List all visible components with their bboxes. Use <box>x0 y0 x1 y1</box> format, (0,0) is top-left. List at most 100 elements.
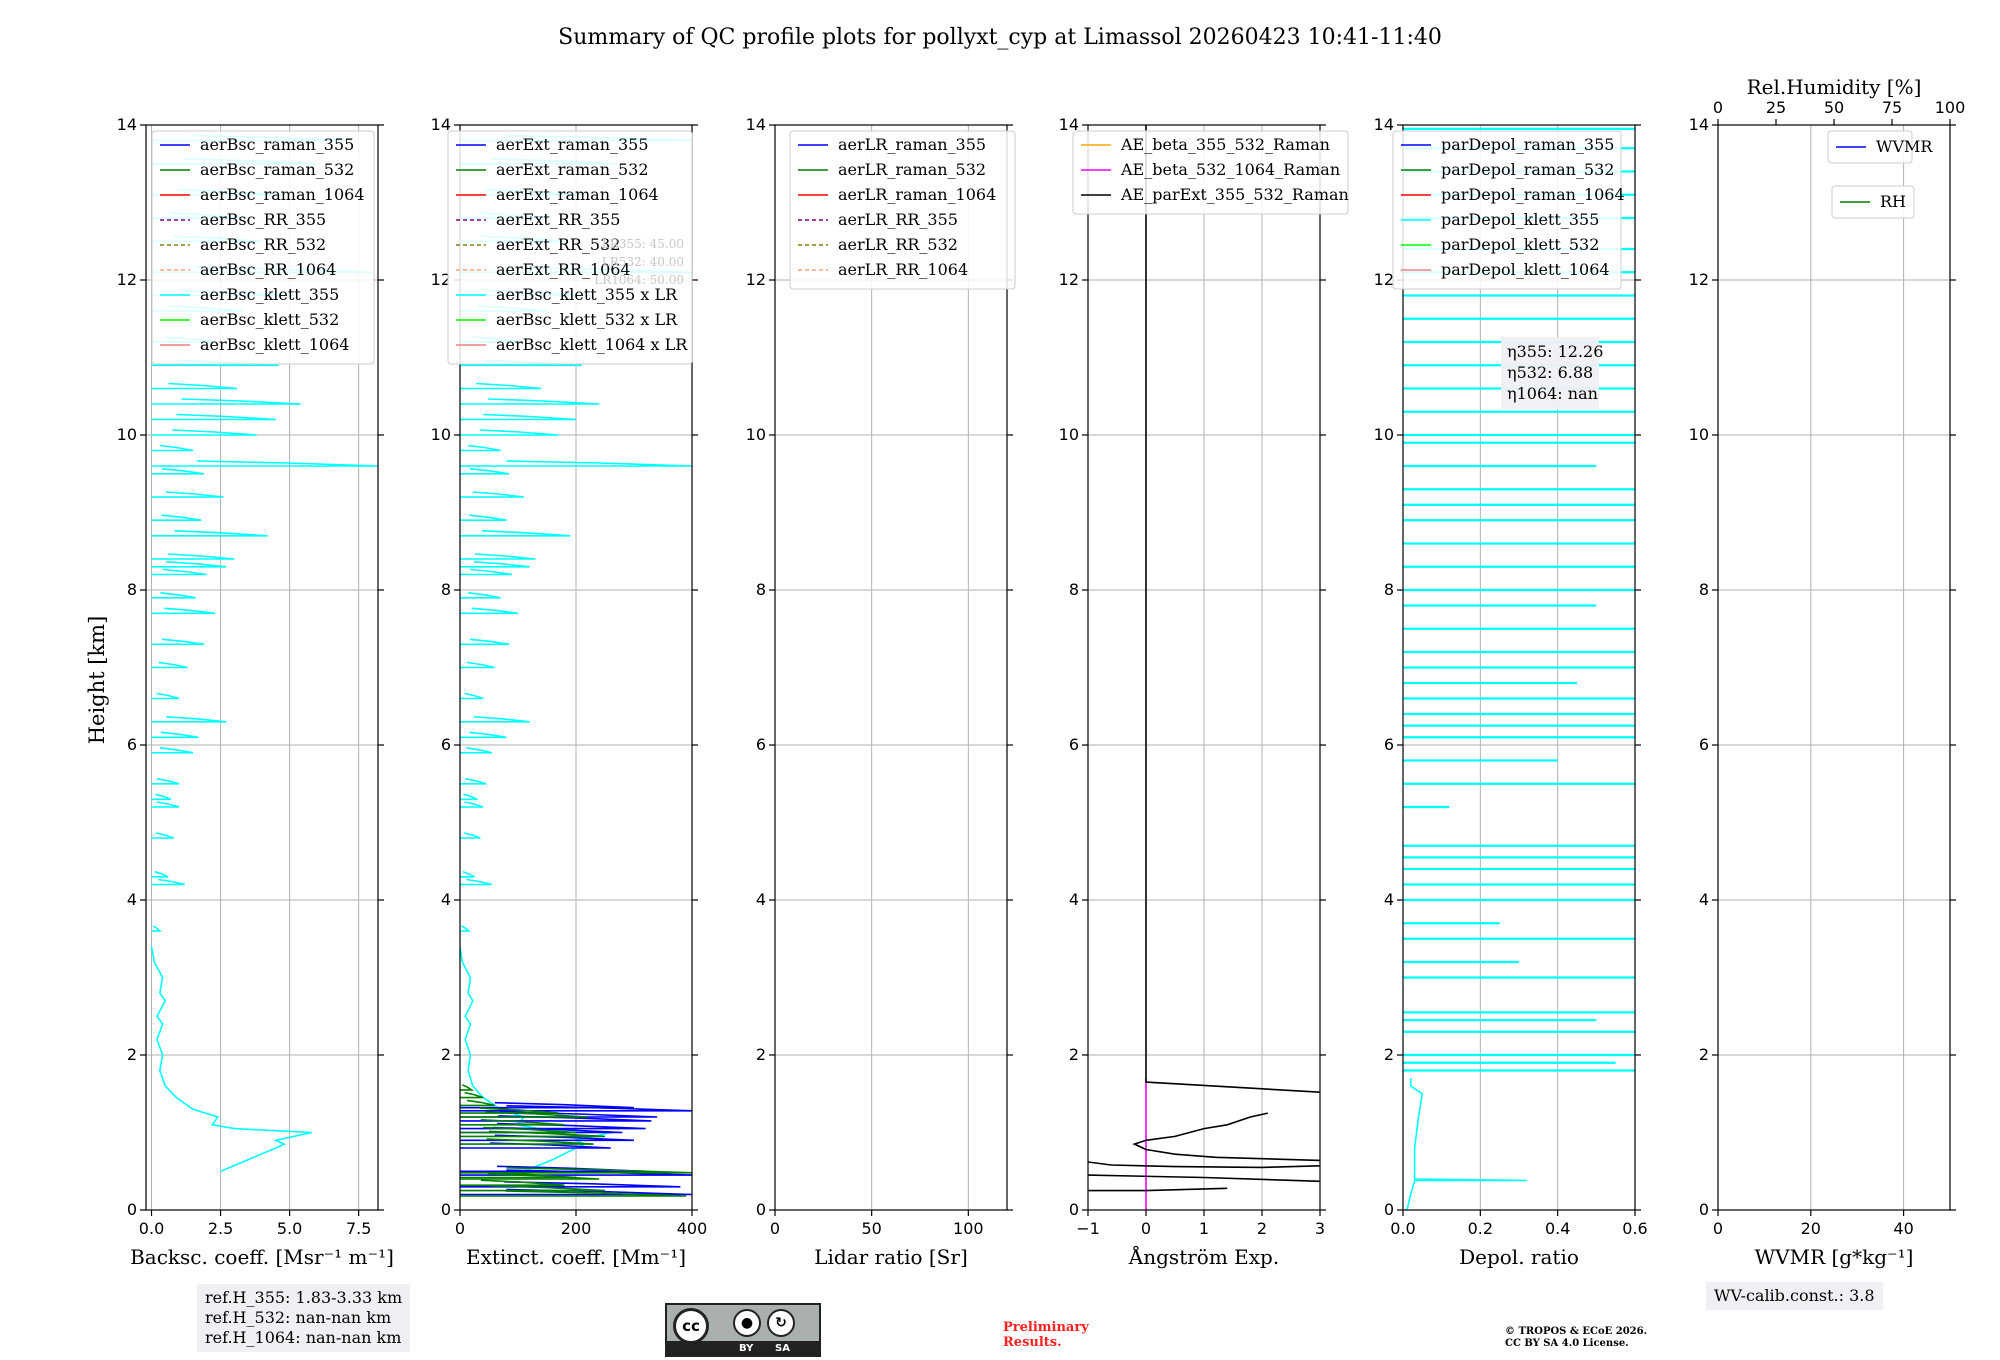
series-spike-aerBsc_klett_355 x LR_noise <box>460 491 524 498</box>
series-spike-aerBsc_klett_355_noise <box>151 778 180 785</box>
series-spike-aerBsc_klett_355_noise <box>151 382 238 390</box>
series-spike-aerBsc_klett_355 x LR_noise <box>460 382 542 390</box>
y-tick-label: 10 <box>117 425 137 444</box>
x-tick-label: 5.0 <box>277 1219 302 1238</box>
y-tick-label: 8 <box>127 580 137 599</box>
x-tick-label: 0.6 <box>1622 1219 1647 1238</box>
series-spike-aerExt_raman_532 <box>460 1167 692 1174</box>
series-spike-aerBsc_klett_355 x LR_noise <box>460 793 478 801</box>
legend-entry: parDepol_raman_532 <box>1441 160 1614 179</box>
series-spike-aerBsc_klett_355 x LR_noise <box>460 832 481 839</box>
y-tick-label: 12 <box>117 270 137 289</box>
top-tick-label: 50 <box>1824 98 1844 117</box>
legend-entry: WVMR <box>1876 137 1933 156</box>
x-tick-label: 0 <box>455 1219 465 1238</box>
axes-frame <box>774 124 1008 1211</box>
attribution-icon: ● <box>733 1309 761 1337</box>
legend-entry: aerLR_RR_355 <box>838 210 958 229</box>
legend-box <box>1827 130 1913 164</box>
legend-box <box>1392 130 1622 290</box>
plot-area <box>1088 125 1320 1210</box>
legend-entry: parDepol_klett_355 <box>1441 210 1599 229</box>
series-spike-aerBsc_klett_355_noise <box>151 747 194 754</box>
cc-license-badge: cc ● ↻ BY SA <box>665 1303 821 1357</box>
y-tick-label: 10 <box>1374 425 1394 444</box>
x-tick-label: 0 <box>770 1219 780 1238</box>
series-spike-aerBsc_klett_355_noise <box>151 460 378 467</box>
y-tick-label: 12 <box>1059 270 1079 289</box>
series-spike-aerExt_raman_532 <box>460 1126 577 1134</box>
panel-backscatter: 0.0 2.5 5.0 7.5 0 2 4 6 8 10 12 14 Backsc. coeff. [M… <box>117 115 394 1269</box>
top-tick-label: 25 <box>1766 98 1786 117</box>
plot-area <box>1403 127 1635 1210</box>
y-tick-label: 14 <box>1374 115 1394 134</box>
series-line-AE_parExt_355_532_Raman <box>1145 125 1320 1093</box>
series-spike-aerBsc_klett_355 x LR_noise <box>460 444 501 452</box>
series-spike-aerExt_raman_532 <box>460 1084 475 1091</box>
series-spike-aerBsc_klett_355 x LR_noise <box>460 530 571 537</box>
legend-box <box>1072 130 1349 215</box>
panel-wvmr: 0 20 40 0 2 4 6 8 10 12 14 WVMR [g*kg⁻¹] 0 25 50 75 100 R… <box>1689 75 1966 1269</box>
legend-rh: RH <box>1831 185 1915 219</box>
series-spike-aerBsc_klett_355_noise <box>151 716 227 723</box>
cc-sa-label: SA <box>775 1343 790 1354</box>
series-line-AE_parExt_355_532_Raman_low2 <box>1088 1161 1320 1169</box>
panel-lidar_ratio: 0 50 100 0 2 4 6 8 10 12 14 Lidar ratio [Sr] aerLR_r… <box>746 115 1016 1269</box>
series-spike-aerBsc_klett_355 x LR_noise <box>460 468 510 475</box>
legend-lidar_ratio: aerLR_raman_355 aerLR_raman_532 aerLR_rama… <box>789 130 1016 290</box>
legend-entry: aerLR_raman_1064 <box>838 185 996 204</box>
series-spike-aerBsc_klett_355 x LR_noise <box>460 716 530 723</box>
y-tick-label: 6 <box>756 735 766 754</box>
series-spike-aerBsc_klett_355_noise <box>151 491 224 498</box>
y-tick-label: 2 <box>1384 1045 1394 1064</box>
series-spike-aerBsc_klett_355 x LR_noise <box>460 878 493 886</box>
series-spike-aerExt_raman_532 <box>460 1107 559 1114</box>
series-spike-aerBsc_klett_355_noise <box>151 801 180 808</box>
series-spike-aerBsc_klett_355_noise <box>151 561 227 568</box>
series-spike-aerBsc_klett_355_noise <box>151 661 188 669</box>
series-spike-aerExt_raman_532 <box>460 1091 484 1099</box>
y-tick-label: 8 <box>441 580 451 599</box>
series-spike-aerBsc_klett_355_noise <box>151 568 207 576</box>
series-spike-aerBsc_klett_355 x LR_noise <box>460 661 495 669</box>
series-spike-aerBsc_klett_355 x LR_noise <box>460 607 519 615</box>
lr-label: LR355: 45.00 <box>602 237 684 251</box>
x-tick-label: 0 <box>1713 1219 1723 1238</box>
y-tick-label: 10 <box>746 425 766 444</box>
legend-entry: parDepol_raman_1064 <box>1441 185 1625 204</box>
series-spike-aerExt_raman_355 <box>460 1101 635 1109</box>
x-tick-label: 0.4 <box>1545 1219 1570 1238</box>
series-spike-aerBsc_klett_355_noise <box>151 530 268 537</box>
series-line-parDepol_klett_355 <box>1406 1078 1527 1210</box>
legend-entry: aerLR_RR_1064 <box>838 260 968 279</box>
wv-calib-const: WV-calib.const.: 3.8 <box>1714 1286 1875 1305</box>
lr-label: LR1064: 50.00 <box>594 273 684 287</box>
series-line-AE_parExt_355_532_Raman_low4 <box>1088 1187 1228 1192</box>
y-tick-label: 8 <box>756 580 766 599</box>
series-spike-aerBsc_klett_355 x LR_noise <box>460 514 507 521</box>
series-spike-aerExt_raman_532 <box>460 1184 606 1192</box>
legend-entry: AE_beta_532_1064_Raman <box>1120 160 1340 179</box>
cc-badge-strip <box>667 1341 819 1355</box>
x-tick-label: 20 <box>1801 1219 1821 1238</box>
series-spike-aerExt_raman_355 <box>460 1105 692 1112</box>
x-tick-label: 1 <box>1199 1219 1209 1238</box>
y-tick-label: 14 <box>1689 115 1709 134</box>
legend-entry: aerBsc_raman_355 <box>200 135 354 154</box>
series-spike-aerBsc_klett_355_noise <box>151 692 180 700</box>
copyright-note: © TROPOS & ECoE 2026. CC BY SA 4.0 Licen… <box>1505 1326 1647 1350</box>
x-tick-label: 2.5 <box>208 1219 233 1238</box>
series-spike-aerBsc_klett_355_noise <box>151 398 301 405</box>
series-spike-aerBsc_klett_355 x LR_noise <box>460 561 530 568</box>
y-tick-label: 4 <box>756 890 766 909</box>
y-tick-label: 0 <box>127 1200 137 1219</box>
y-tick-label: 8 <box>1699 580 1709 599</box>
preliminary-line-2: Results. <box>1003 1335 1062 1350</box>
series-spike-aerBsc_klett_355_noise <box>151 638 205 646</box>
legend-entry: aerBsc_klett_532 <box>200 310 339 329</box>
legend-box <box>789 130 1016 290</box>
eta-box-bg <box>1501 337 1599 409</box>
series-spike-aerExt_raman_355 <box>460 1181 681 1188</box>
y-tick-label: 12 <box>746 270 766 289</box>
